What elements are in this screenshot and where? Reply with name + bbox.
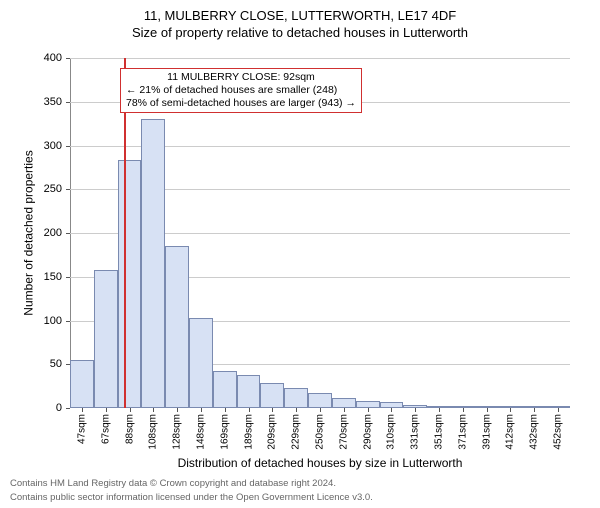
xtick-mark (558, 408, 559, 412)
xtick-label: 452sqm (553, 414, 564, 450)
xtick-mark (463, 408, 464, 412)
histogram-bar (284, 388, 308, 408)
annotation-line: ← 21% of detached houses are smaller (24… (126, 84, 356, 97)
ytick-mark (66, 146, 70, 147)
attribution-line-1: Contains HM Land Registry data © Crown c… (10, 478, 336, 489)
ytick-mark (66, 408, 70, 409)
histogram-bar (308, 393, 332, 408)
ytick-label: 100 (22, 315, 62, 327)
chart-supertitle: 11, MULBERRY CLOSE, LUTTERWORTH, LE17 4D… (0, 8, 600, 23)
histogram-plot: 47sqm67sqm88sqm108sqm128sqm148sqm169sqm1… (70, 58, 570, 408)
xtick-label: 88sqm (124, 414, 135, 444)
xtick-mark (82, 408, 83, 412)
ytick-mark (66, 58, 70, 59)
ytick-label: 0 (22, 402, 62, 414)
ytick-label: 150 (22, 271, 62, 283)
histogram-bar (70, 360, 94, 408)
xtick-mark (106, 408, 107, 412)
xtick-label: 391sqm (481, 414, 492, 450)
xtick-label: 351sqm (434, 414, 445, 450)
xtick-mark (510, 408, 511, 412)
xtick-label: 331sqm (410, 414, 421, 450)
xtick-label: 108sqm (148, 414, 159, 450)
histogram-bar (237, 375, 261, 408)
histogram-bar (213, 371, 237, 408)
ytick-mark (66, 321, 70, 322)
xtick-mark (296, 408, 297, 412)
ytick-label: 250 (22, 183, 62, 195)
xtick-mark (391, 408, 392, 412)
histogram-bar (141, 119, 165, 408)
attribution-line-2: Contains public sector information licen… (10, 492, 373, 503)
ytick-mark (66, 277, 70, 278)
annotation-line: 78% of semi-detached houses are larger (… (126, 97, 356, 110)
x-axis-label: Distribution of detached houses by size … (70, 456, 570, 470)
xtick-label: 189sqm (243, 414, 254, 450)
xtick-mark (249, 408, 250, 412)
xtick-mark (225, 408, 226, 412)
histogram-bar (165, 246, 189, 408)
ytick-mark (66, 189, 70, 190)
ytick-label: 50 (22, 358, 62, 370)
ytick-label: 350 (22, 96, 62, 108)
chart-subtitle: Size of property relative to detached ho… (0, 25, 600, 40)
xtick-label: 169sqm (219, 414, 230, 450)
xtick-label: 412sqm (505, 414, 516, 450)
xtick-mark (272, 408, 273, 412)
xtick-mark (415, 408, 416, 412)
xtick-mark (177, 408, 178, 412)
xtick-label: 371sqm (457, 414, 468, 450)
xtick-label: 128sqm (172, 414, 183, 450)
xtick-label: 290sqm (362, 414, 373, 450)
xtick-mark (368, 408, 369, 412)
ytick-mark (66, 233, 70, 234)
xtick-label: 67sqm (100, 414, 111, 444)
histogram-bar (332, 398, 356, 409)
xtick-label: 310sqm (386, 414, 397, 450)
histogram-bar (260, 383, 284, 408)
ytick-mark (66, 102, 70, 103)
histogram-bar (94, 270, 118, 408)
annotation-line: 11 MULBERRY CLOSE: 92sqm (126, 71, 356, 84)
histogram-bar (356, 401, 380, 408)
xtick-mark (201, 408, 202, 412)
xtick-label: 250sqm (315, 414, 326, 450)
xtick-label: 209sqm (267, 414, 278, 450)
xtick-label: 432sqm (529, 414, 540, 450)
xtick-mark (534, 408, 535, 412)
xtick-mark (344, 408, 345, 412)
gridline-h (70, 58, 570, 59)
xtick-label: 229sqm (291, 414, 302, 450)
xtick-label: 47sqm (76, 414, 87, 444)
xtick-mark (320, 408, 321, 412)
xtick-mark (130, 408, 131, 412)
histogram-bar (189, 318, 213, 408)
xtick-mark (487, 408, 488, 412)
annotation-box: 11 MULBERRY CLOSE: 92sqm← 21% of detache… (120, 68, 362, 113)
xtick-label: 270sqm (338, 414, 349, 450)
ytick-label: 200 (22, 227, 62, 239)
xtick-mark (439, 408, 440, 412)
ytick-label: 400 (22, 52, 62, 64)
xtick-mark (153, 408, 154, 412)
histogram-bar (118, 160, 142, 408)
ytick-label: 300 (22, 140, 62, 152)
xtick-label: 148sqm (195, 414, 206, 450)
